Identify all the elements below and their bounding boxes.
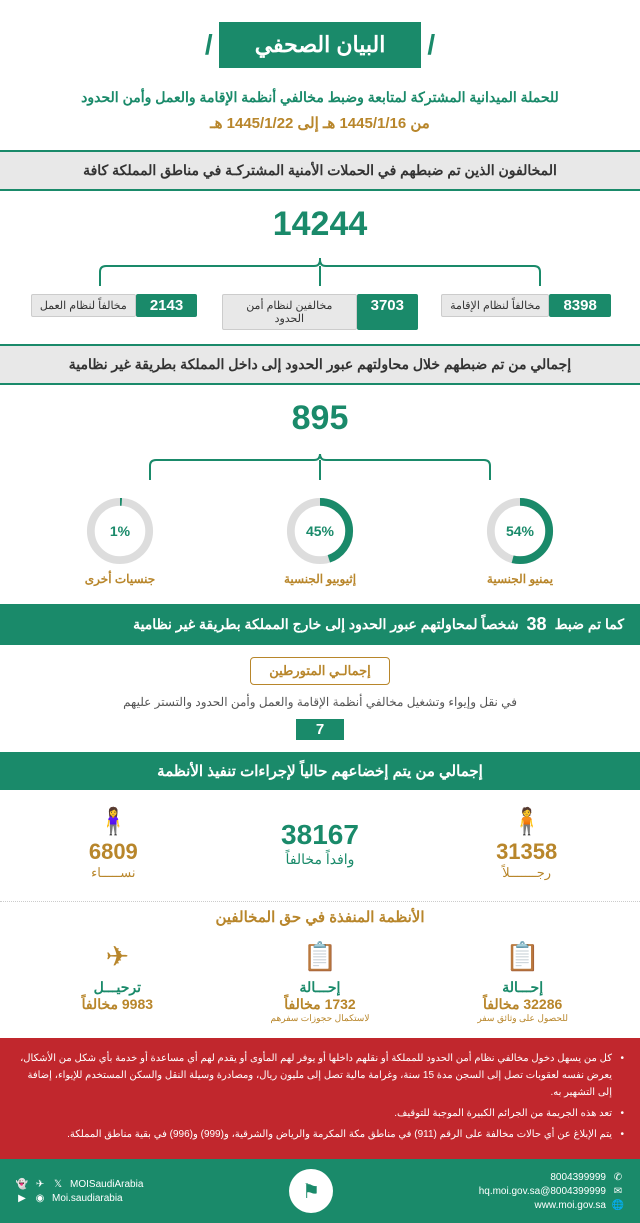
involved-title: إجمالـي المتورطين [250,657,390,685]
slash-icon: / [427,29,435,61]
stat-value: 3703 [357,294,418,330]
involved-block: إجمالـي المتورطين في نقل وإيواء وتشغيل م… [0,657,640,740]
footer-contact: ✆ 8004399999 ✉ 8004399999@hq.moi.gov.sa 🌐 w… [479,1172,624,1211]
footer: ✆ 8004399999 ✉ 8004399999@hq.moi.gov.sa 🌐 w… [0,1159,640,1223]
outbound-rest: شخصاً لمحاولتهم عبور الحدود إلى خارج الم… [133,616,518,633]
action-item: ✈ ترحيـــل 9983 مخالفاً [16,940,219,1024]
twitter-icon: 𝕏 [52,1179,64,1190]
warning-box: كل من يسهل دخول مخالفي نظام أمن الحدود ل… [0,1038,640,1159]
bracket-connector [0,452,640,482]
section2-total: 895 [0,399,640,438]
total-stat: 38167 وافداً مخالفاً [217,819,424,868]
intro-line: للحملة الميدانية المشتركة لمتابعة وضبط م… [20,86,620,108]
footer-web: www.moi.gov.sa [534,1200,606,1211]
women-stat: 🧍‍♀️ 6809 نســـــاء [10,806,217,881]
footer-social: MOISaudiArabia 𝕏 ✈ 👻 Moi.saudiarabia ◉ ▶ [16,1179,143,1204]
stat-value: 2143 [136,294,197,317]
warn-item: كل من يسهل دخول مخالفي نظام أمن الحدود ل… [16,1050,624,1101]
airplane-icon: ✈ [16,940,219,973]
donut-chart: 45% إثيوبيو الجنسية [220,496,420,586]
total-l: وافداً مخالفاً [217,851,424,868]
involved-desc: في نقل وإيواء وتشغيل مخالفي أنظمة الإقام… [20,693,620,711]
action-item: 📋 إحـــالة 32286 مخالفاً للحصول على وثائ… [421,940,624,1024]
warn-item: تعد هذه الجريمة من الجرائم الكبيرة الموج… [16,1105,624,1122]
phone-icon: ✆ [612,1172,624,1183]
donut-chart: 54% يمنيو الجنسية [420,496,620,586]
gender-row: 🧍 31358 رجـــــــلاً 38167 وافداً مخالفا… [0,790,640,897]
page-title: البيان الصحفي [219,22,422,68]
actions-title: الأنظمة المنفذة في حق المخالفين [0,901,640,936]
telegram-icon: ✈ [34,1179,46,1190]
action-title: ترحيـــل [16,979,219,996]
moi-logo: ⚑ [289,1169,333,1213]
youtube-icon: ▶ [16,1193,28,1204]
email-icon: ✉ [612,1186,624,1197]
actions-row: 📋 إحـــالة 32286 مخالفاً للحصول على وثائ… [0,936,640,1038]
footer-phone: 8004399999 [550,1172,606,1183]
outbound-band: كما تم ضبط 38 شخصاً لمحاولتهم عبور الحدو… [0,604,640,645]
processing-title: إجمالي من يتم إخضاعهم حالياً لإجراءات تن… [0,752,640,790]
instagram-icon: ◉ [34,1193,46,1204]
action-title: إحـــالة [421,979,624,996]
stat-label: مخالفاً لنظام الإقامة [441,294,549,317]
stat-box: 8398مخالفاً لنظام الإقامة [428,294,624,330]
section1-title: المخالفون الذين تم ضبطهم في الحملات الأم… [0,150,640,191]
donut-pct: 1% [110,523,130,539]
stat-box: 3703مخالفين لنظام أمن الحدود [222,294,418,330]
female-icon: 🧍‍♀️ [10,806,217,837]
footer-email: 8004399999@hq.moi.gov.sa [479,1186,606,1197]
total-n: 38167 [217,819,424,851]
donut-label: جنسيات أخرى [20,572,220,586]
action-n: 32286 مخالفاً [421,996,624,1013]
section1-items: 8398مخالفاً لنظام الإقامة 3703مخالفين لن… [0,294,640,330]
social-handle: MOISaudiArabia [70,1179,143,1190]
action-desc: لاستكمال حجوزات سفرهم [219,1013,422,1024]
intro-text: للحملة الميدانية المشتركة لمتابعة وضبط م… [0,86,640,136]
stat-label: مخالفاً لنظام العمل [31,294,136,317]
infographic: / البيان الصحفي / للحملة الميدانية المشت… [0,0,640,1223]
section2-title: إجمالي من تم ضبطهم خلال محاولتهم عبور ال… [0,344,640,385]
outbound-prefix: كما تم ضبط [555,616,624,633]
action-n: 1732 مخالفاً [219,996,422,1013]
action-desc: للحصول على وثائق سفر [421,1013,624,1024]
passport-icon: 📋 [219,940,422,973]
social-handle: Moi.saudiarabia [52,1193,123,1204]
male-icon: 🧍 [423,806,630,837]
slash-icon: / [205,29,213,61]
donut-label: يمنيو الجنسية [420,572,620,586]
stat-box: 2143مخالفاً لنظام العمل [16,294,212,330]
warn-item: يتم الإبلاغ عن أي حالات مخالفة على الرقم… [16,1126,624,1143]
men-l: رجـــــــلاً [423,865,630,881]
men-stat: 🧍 31358 رجـــــــلاً [423,806,630,881]
donut-pct: 54% [506,523,534,539]
outbound-n: 38 [527,614,547,635]
action-item: 📋 إحـــالة 1732 مخالفاً لاستكمال حجوزات … [219,940,422,1024]
action-n: 9983 مخالفاً [16,996,219,1013]
section1-total: 14244 [0,205,640,244]
bracket-connector [0,258,640,288]
stat-label: مخالفين لنظام أمن الحدود [222,294,357,330]
donut-label: إثيوبيو الجنسية [220,572,420,586]
title-row: / البيان الصحفي / [0,22,640,68]
intro-dates: من 1445/1/16 هـ إلى 1445/1/22 هـ [20,112,620,136]
stat-value: 8398 [549,294,610,317]
men-n: 31358 [423,839,630,865]
women-l: نســـــاء [10,865,217,881]
action-title: إحـــالة [219,979,422,996]
women-n: 6809 [10,839,217,865]
passport-icon: 📋 [421,940,624,973]
donut-chart: 1% جنسيات أخرى [20,496,220,586]
donut-row: 54% يمنيو الجنسية 45% إثيوبيو الجنسية 1%… [0,488,640,590]
snapchat-icon: 👻 [16,1179,28,1190]
involved-n: 7 [296,719,344,740]
globe-icon: 🌐 [612,1200,624,1211]
donut-pct: 45% [306,523,334,539]
